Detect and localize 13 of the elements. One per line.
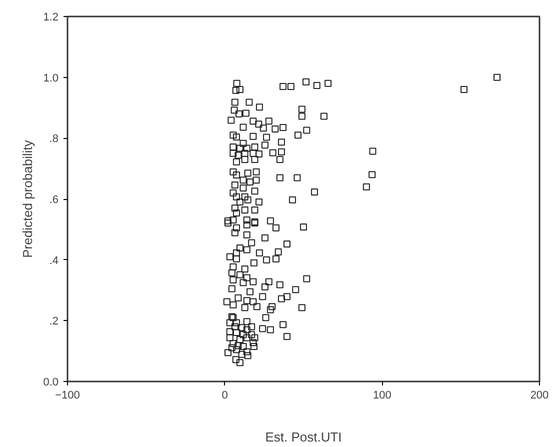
- x-tick-label: 0: [222, 390, 228, 402]
- x-axis-title: Est. Post.UTI: [265, 430, 342, 444]
- x-tick-label: −100: [55, 390, 80, 402]
- y-tick-label: 1.0: [43, 72, 59, 84]
- y-tick-label: .8: [49, 133, 59, 146]
- x-tick-label: 200: [530, 390, 549, 402]
- y-tick-label: .4: [49, 254, 59, 267]
- x-tick-label: 100: [372, 390, 392, 402]
- y-tick-label: 0.0: [43, 376, 59, 388]
- y-tick-label: .2: [49, 316, 59, 328]
- y-tick-label: .6: [49, 194, 59, 206]
- y-tick-label: 1.2: [43, 12, 59, 24]
- y-axis-title: Predicted probability: [20, 140, 36, 258]
